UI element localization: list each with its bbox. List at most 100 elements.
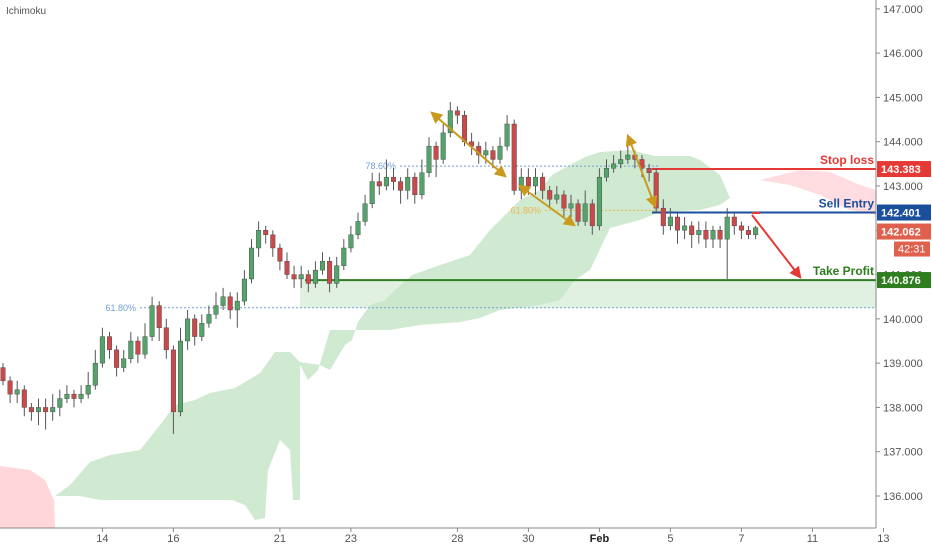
candle [327,256,333,293]
candle [426,137,432,178]
candle-body [611,163,617,169]
pattern-arrow-3 [751,214,802,279]
candle [149,296,155,341]
candle [753,225,759,240]
candle-body [575,203,581,222]
candles [0,101,759,434]
pattern-arrow-0 [430,111,507,178]
x-tick-label: 13 [877,533,889,545]
fib-label-1: 78.60% [365,161,396,171]
candle-body [192,318,198,337]
level-price-tag-0: 143.383 [877,161,931,178]
candle-body [731,216,737,227]
candle [660,199,666,235]
candle [696,221,702,244]
candle [391,168,397,191]
candle [596,168,602,231]
candle-body [0,367,6,382]
candle [362,194,368,226]
candle [447,101,453,138]
candle [177,327,183,417]
candle [497,137,503,164]
level-price-tag-2-bg [877,272,931,289]
candle-body [213,305,219,315]
countdown-text: 42:31 [898,244,926,256]
current-price-tag: 142.062 [877,223,931,240]
candle [738,221,744,240]
candle-body [717,230,723,240]
candle [710,225,716,248]
cloud-green-early [55,352,300,520]
candle [731,212,737,235]
candle [7,376,13,403]
candle-body [689,225,695,235]
level-label-2: Take Profit [813,264,874,278]
level-price-tag-2-text: 140.876 [881,275,921,287]
candle-body [440,132,446,160]
candle [582,190,588,226]
candle-body [99,336,105,364]
candle-body [291,274,297,280]
y-tick-label: 138.000 [883,402,923,414]
candle-body [426,145,432,173]
candle [234,292,240,328]
candle-body [490,150,496,160]
candle [106,332,112,359]
candle [682,217,688,240]
candle [220,287,226,310]
candle-body [341,247,347,266]
candle [213,292,219,319]
candle [369,172,375,209]
candle-body [142,336,148,355]
candle-body [334,265,340,284]
candle [192,314,198,346]
candle-body [327,261,333,284]
candle [43,398,49,430]
candle-body [64,393,70,399]
candle [618,150,624,169]
candle [291,265,297,288]
candle [241,270,247,306]
candle [121,349,127,372]
candle [263,225,269,244]
candle-body [525,176,531,187]
candle-body [682,225,688,231]
take-profit-zone [300,280,876,308]
candle-body [710,230,716,240]
y-tick-label: 137.000 [883,447,923,459]
candle-body [220,296,226,306]
candle-body [738,225,744,231]
candle-body [362,203,368,222]
candle [341,239,347,271]
candle [419,159,425,200]
candle-body [419,172,425,196]
candle-body [504,123,510,147]
y-tick-label: 144.000 [883,137,923,149]
candle-body [596,176,602,227]
y-tick-label: 140.000 [883,314,923,326]
candle-body [554,194,560,200]
candle-body [746,230,752,235]
x-tick-label: 23 [345,533,357,545]
candle-body [589,203,595,227]
x-tick-label: 28 [451,533,463,545]
candle-body [625,154,631,160]
candle [689,221,695,248]
candle [270,230,276,257]
candle [21,385,27,417]
candle [405,168,411,200]
candle-body [483,150,489,156]
candle-body [540,176,546,191]
candle-body [163,327,169,351]
candle-body [753,227,759,235]
candle-body [277,247,283,262]
candle-body [724,216,730,240]
candle-body [412,176,418,196]
candle-body [355,221,361,235]
pattern-arrow-1 [518,184,576,227]
candle-body [582,203,588,222]
candle-body [284,261,290,275]
candle-body [256,230,262,249]
level-price-tag-0-text: 143.383 [881,164,921,176]
